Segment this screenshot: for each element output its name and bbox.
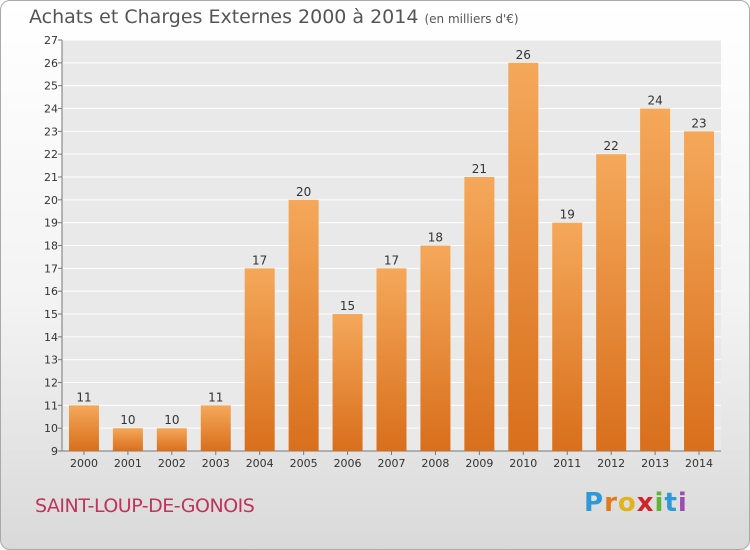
x-tick-label: 2012 [597, 457, 625, 470]
x-tick-label: 2010 [509, 457, 537, 470]
x-tick-label: 2008 [421, 457, 449, 470]
bar [288, 199, 319, 451]
data-label: 10 [120, 413, 135, 427]
bar [112, 428, 143, 451]
y-tick-label: 22 [44, 148, 58, 161]
x-tick-label: 2003 [202, 457, 230, 470]
y-tick-label: 13 [44, 354, 58, 367]
title-text: Achats et Charges Externes 2000 à 2014 [29, 6, 419, 28]
bar [200, 405, 231, 451]
x-tick-label: 2011 [553, 457, 581, 470]
bar [332, 314, 363, 451]
bar [640, 108, 671, 451]
data-label: 11 [208, 390, 223, 404]
x-tick-label: 2001 [114, 457, 142, 470]
bar [552, 222, 583, 451]
x-tick-label: 2006 [334, 457, 362, 470]
x-tick-label: 2004 [246, 457, 274, 470]
data-label: 22 [604, 139, 619, 153]
proxiti-logo: Proxiti [584, 488, 688, 518]
y-tick-label: 26 [44, 57, 58, 70]
x-tick-label: 2005 [290, 457, 318, 470]
x-tick-label: 2013 [641, 457, 669, 470]
y-tick-label: 12 [44, 377, 58, 390]
data-label: 17 [252, 253, 267, 267]
bar [464, 177, 495, 451]
y-tick-label: 25 [44, 80, 58, 93]
data-label: 24 [647, 94, 662, 108]
x-tick-label: 2009 [465, 457, 493, 470]
y-tick-label: 24 [44, 103, 58, 116]
x-tick-label: 2014 [685, 457, 713, 470]
x-tick-label: 2007 [378, 457, 406, 470]
data-label: 20 [296, 185, 311, 199]
y-tick-label: 20 [44, 194, 58, 207]
y-tick-label: 14 [44, 331, 58, 344]
y-tick-label: 9 [51, 445, 58, 458]
title-unit: (en milliers d'€) [424, 12, 519, 26]
bar [68, 405, 99, 451]
y-tick-label: 11 [44, 399, 58, 412]
data-label: 11 [76, 390, 91, 404]
bar [420, 245, 451, 451]
y-tick-label: 10 [44, 422, 58, 435]
data-label: 23 [691, 116, 706, 130]
data-label: 21 [472, 162, 487, 176]
bar [684, 131, 715, 452]
x-tick-label: 2000 [70, 457, 98, 470]
data-label: 17 [384, 253, 399, 267]
bar [376, 268, 407, 451]
bar [508, 62, 539, 451]
data-label: 19 [560, 208, 575, 222]
bar [596, 154, 627, 451]
data-label: 26 [516, 48, 531, 62]
y-tick-label: 21 [44, 171, 58, 184]
town-name: SAINT-LOUP-DE-GONOIS [35, 495, 255, 517]
chart-title: Achats et Charges Externes 2000 à 2014 (e… [29, 6, 519, 28]
y-tick-label: 18 [44, 240, 58, 253]
y-tick-label: 19 [44, 217, 58, 230]
y-tick-label: 23 [44, 125, 58, 138]
x-tick-label: 2002 [158, 457, 186, 470]
bar [156, 428, 187, 451]
bar [244, 268, 275, 451]
y-tick-label: 16 [44, 285, 58, 298]
data-label: 15 [340, 299, 355, 313]
data-label: 10 [164, 413, 179, 427]
y-tick-label: 15 [44, 308, 58, 321]
y-tick-label: 27 [44, 34, 58, 47]
data-label: 18 [428, 231, 443, 245]
y-tick-label: 17 [44, 262, 58, 275]
